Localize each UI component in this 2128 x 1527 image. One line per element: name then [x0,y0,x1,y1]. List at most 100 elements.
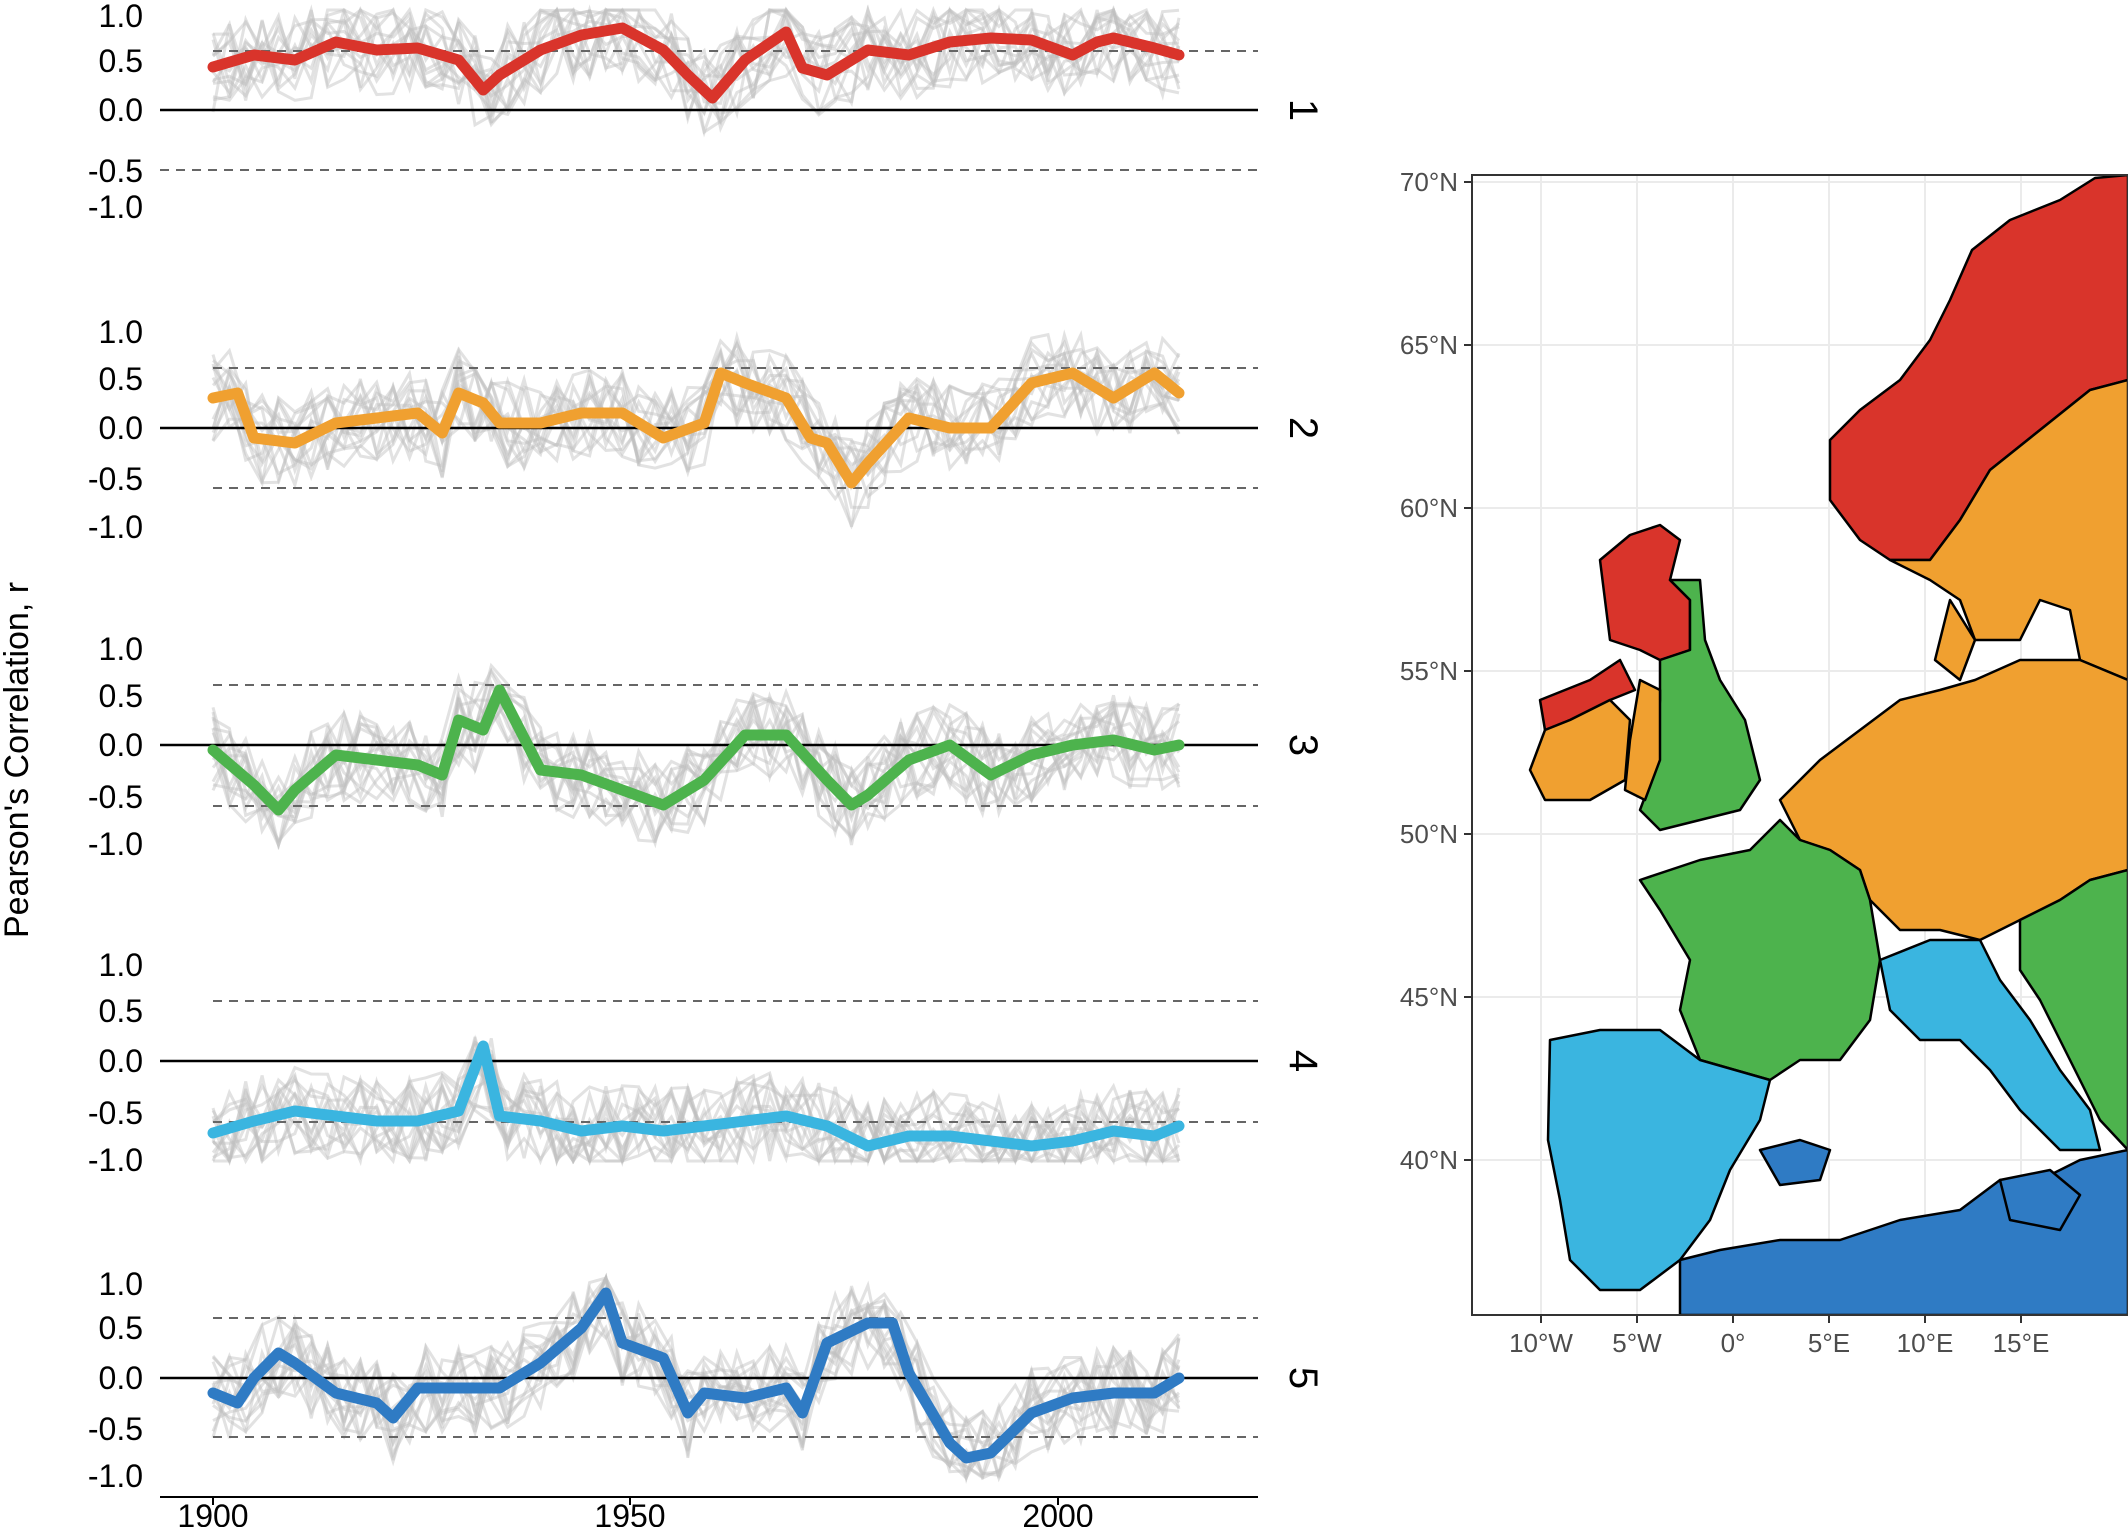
europe-map: 70°N 65°N 60°N 55°N 50°N 45°N 40°N 10°W … [1400,167,2128,1358]
ensemble-trace-1-5 [211,6,1181,128]
series-line-2 [207,367,1185,489]
ytick-3-4: -1.0 [88,826,143,862]
ytick-5-4: -1.0 [88,1458,143,1494]
region-italy-blue [1878,938,2102,1152]
ensemble-trace-4-12 [211,1074,1181,1165]
ensemble-trace-2-12 [212,348,1181,485]
ensemble-trace-2-6 [211,347,1181,491]
region-britain-green [1638,578,1762,832]
panel-label-1: 1 [1281,99,1325,121]
ytick-1-1: 0.5 [99,43,143,79]
panel-label-2: 2 [1281,417,1325,439]
ensemble-trace-3-1 [212,694,1180,824]
xtick-label-2000: 2000 [1022,1498,1093,1527]
ensemble-trace-3-6 [212,695,1181,844]
lat-label-55: 55°N [1400,656,1458,686]
lon-label-5w: 5°W [1612,1328,1662,1358]
region-iberia-blue [1546,1028,1772,1292]
ytick-3-0: 1.0 [99,631,143,667]
lon-label-15e: 15°E [1993,1328,2050,1358]
ytick-2-0: 1.0 [99,314,143,350]
ytick-4-4: -1.0 [88,1142,143,1178]
ytick-5-1: 0.5 [99,1310,143,1346]
ensemble-trace-5-0 [211,1284,1181,1479]
ensemble-trace-4-10 [211,1036,1180,1166]
panel-3: 1.0 0.5 0.0 -0.5 -1.0 3 [88,631,1325,862]
ytick-1-4: -1.0 [88,189,143,225]
lat-label-45: 45°N [1400,982,1458,1012]
series-line-4 [207,1040,1185,1152]
ytick-2-2: 0.0 [99,410,143,446]
x-axis: 1900 1950 2000 [160,1496,1258,1527]
panel-5: 1.0 0.5 0.0 -0.5 -1.0 5 [88,1266,1325,1494]
ensemble-trace-4-9 [212,1067,1181,1167]
ensemble-trace-1-0 [211,4,1180,124]
ensemble-trace-3-13 [211,667,1181,843]
ytick-5-3: -0.5 [88,1411,143,1447]
ytick-1-0: 1.0 [99,0,143,34]
ensemble-trace-1-2 [211,7,1181,128]
xtick-label-1950: 1950 [594,1498,665,1527]
series-line-1 [207,22,1185,104]
ytick-1-2: 0.0 [99,92,143,128]
ensemble-trace-4-7 [211,1054,1181,1166]
ensemble-trace-2-5 [211,329,1180,481]
lat-label-70: 70°N [1400,167,1458,197]
ensemble-trace-2-0 [211,338,1181,502]
ytick-4-1: 0.5 [99,993,143,1029]
ytick-2-1: 0.5 [99,361,143,397]
panel-label-3: 3 [1281,734,1325,756]
map-frame [1471,174,2128,1316]
lon-label-10w: 10°W [1509,1328,1573,1358]
series-line-5 [207,1287,1185,1464]
panel-label-5: 5 [1281,1367,1325,1389]
lat-label-65: 65°N [1400,330,1458,360]
lat-label-40: 40°N [1400,1145,1458,1175]
region-balkans-green [2018,868,2128,1152]
ytick-2-3: -0.5 [88,461,143,497]
y-axis-title: Pearson's Correlation, r [0,582,36,938]
lon-label-0: 0° [1721,1328,1746,1358]
region-ireland-orange [1528,698,1632,802]
ensemble-trace-3-11 [211,667,1181,844]
xtick-label-1900: 1900 [177,1498,248,1527]
lat-label-50: 50°N [1400,819,1458,849]
ensemble-trace-4-3 [211,1059,1180,1167]
ensemble-trace-3-3 [211,684,1180,846]
ensemble-band-1 [211,4,1181,138]
ensemble-trace-2-7 [211,332,1181,510]
ensemble-trace-1-4 [212,4,1181,102]
lon-label-10e: 10°E [1897,1328,1954,1358]
ytick-3-1: 0.5 [99,678,143,714]
ytick-3-2: 0.0 [99,727,143,763]
ensemble-trace-1-13 [212,4,1180,133]
ensemble-trace-4-0 [211,1054,1181,1166]
ensemble-trace-4-6 [213,1040,1180,1166]
lat-label-60: 60°N [1400,493,1458,523]
ensemble-trace-4-8 [211,1077,1181,1165]
region-sicily-darkblue [1998,1168,2082,1232]
ytick-4-0: 1.0 [99,947,143,983]
ytick-5-2: 0.0 [99,1360,143,1396]
series-line-3 [207,684,1185,816]
ensemble-trace-1-9 [211,6,1181,122]
region-balearic-darkblue [1758,1138,1832,1187]
panel-4: 1.0 0.5 0.0 -0.5 -1.0 4 [88,947,1325,1178]
ytick-3-3: -0.5 [88,779,143,815]
ytick-1-3: -0.5 [88,153,143,189]
ytick-4-3: -0.5 [88,1095,143,1131]
region-norway-coast-orange [1933,598,1977,682]
ensemble-trace-3-9 [211,694,1180,827]
ytick-5-0: 1.0 [99,1266,143,1302]
lon-label-5e: 5°E [1808,1328,1850,1358]
ensemble-trace-4-1 [212,1034,1181,1166]
ensemble-trace-3-5 [211,691,1181,844]
panel-1: 1.0 0.5 0.0 -0.5 -1.0 1 [88,0,1325,225]
region-wales-orange [1623,678,1662,802]
ensemble-trace-4-2 [211,1070,1181,1167]
panel-label-4: 4 [1281,1050,1325,1072]
region-france-green [1638,818,1882,1082]
ensemble-trace-5-3 [211,1276,1180,1480]
panel-2: 1.0 0.5 0.0 -0.5 -1.0 2 [88,314,1325,545]
